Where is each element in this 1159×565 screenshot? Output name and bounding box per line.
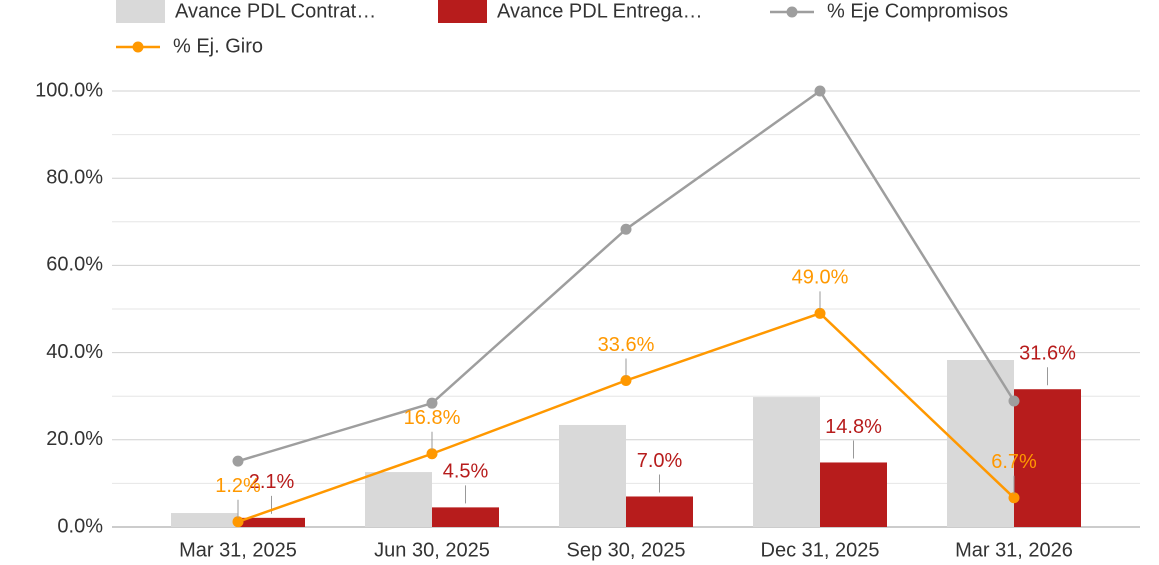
y-tick-label: 60.0% bbox=[46, 254, 103, 276]
data-label: 31.6% bbox=[1019, 343, 1076, 365]
y-tick-label: 80.0% bbox=[46, 166, 103, 188]
point bbox=[814, 85, 826, 97]
x-tick-label: Dec 31, 2025 bbox=[761, 539, 880, 561]
legend-label: % Ej. Giro bbox=[173, 35, 263, 57]
point bbox=[620, 375, 632, 387]
point bbox=[620, 223, 632, 235]
legend-swatch bbox=[116, 0, 165, 23]
legend-marker bbox=[132, 41, 144, 53]
data-label: 7.0% bbox=[637, 450, 683, 472]
legend-label: % Eje Compromisos bbox=[827, 0, 1008, 22]
x-tick-label: Mar 31, 2025 bbox=[179, 539, 297, 561]
data-label: 33.6% bbox=[598, 334, 655, 356]
legend-label: Avance PDL Entrega… bbox=[497, 0, 703, 22]
bar bbox=[820, 462, 887, 527]
point bbox=[232, 455, 244, 467]
bar bbox=[238, 517, 305, 527]
bar bbox=[559, 424, 626, 527]
data-label: 49.0% bbox=[792, 267, 849, 289]
y-tick-label: 0.0% bbox=[57, 515, 103, 537]
legend-marker bbox=[786, 6, 798, 18]
data-label: 1.2% bbox=[215, 475, 261, 497]
bar bbox=[171, 513, 238, 527]
bar bbox=[1014, 389, 1081, 527]
point bbox=[814, 307, 826, 319]
y-tick-label: 100.0% bbox=[35, 79, 103, 101]
y-tick-label: 20.0% bbox=[46, 428, 103, 450]
point bbox=[232, 516, 244, 528]
data-label: 16.8% bbox=[404, 407, 461, 429]
point bbox=[1008, 395, 1020, 407]
point bbox=[426, 448, 438, 460]
legend-label: Avance PDL Contrat… bbox=[175, 0, 376, 22]
bar bbox=[626, 496, 693, 527]
data-label: 14.8% bbox=[825, 416, 882, 438]
x-tick-label: Sep 30, 2025 bbox=[567, 539, 686, 561]
data-label: 6.7% bbox=[991, 451, 1037, 473]
line bbox=[237, 89, 1016, 463]
x-tick-label: Jun 30, 2025 bbox=[374, 539, 490, 561]
bar bbox=[432, 507, 499, 527]
x-tick-label: Mar 31, 2026 bbox=[955, 539, 1073, 561]
bar bbox=[365, 472, 432, 527]
point bbox=[426, 397, 438, 409]
y-tick-label: 40.0% bbox=[46, 341, 103, 363]
data-label: 4.5% bbox=[443, 461, 489, 483]
point bbox=[1008, 492, 1020, 504]
legend-swatch bbox=[438, 0, 487, 23]
data-label: 2.1% bbox=[249, 471, 295, 493]
bar bbox=[753, 397, 820, 527]
